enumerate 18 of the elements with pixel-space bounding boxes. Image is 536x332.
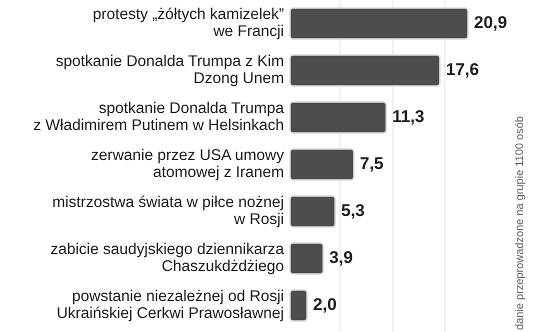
y-tick-label: zabicie saudyjskiego dziennikarza Chaszukdżdżiego [50,241,284,276]
data-label: 5,3 [341,200,365,220]
data-label: 20,9 [474,12,508,32]
y-tick-label: spotkanie Donalda Trumpa z Kim Dzong Unem [56,53,284,88]
data-label: 17,6 [446,60,479,79]
data-label: 2,0 [313,294,337,314]
data-label: 7,5 [360,154,384,173]
y-tick-label: zerwanie przez USA umowy atomowej z Iranem [91,147,284,182]
data-label: 3,9 [329,248,353,267]
text: danie przeprowadzone na grupie 1100 osób [514,116,526,330]
y-tick-label: mistrzostwa świata w piłce nożnej w Rosji [52,194,284,228]
data-label: 11,3 [392,106,424,126]
y-tick-label: spotkanie Donalda Trumpa z Władimirem Putinem w Helsinkach [33,100,284,134]
y-tick-label: powstanie niezależnej od Rosji Ukraińskiej Cerkwi Prawosławnej [56,288,284,322]
bar [289,195,336,228]
y-tick-label: protesty „żółtych kamizelek” we Francji [92,6,284,40]
bar [289,289,308,322]
bar [289,242,324,275]
